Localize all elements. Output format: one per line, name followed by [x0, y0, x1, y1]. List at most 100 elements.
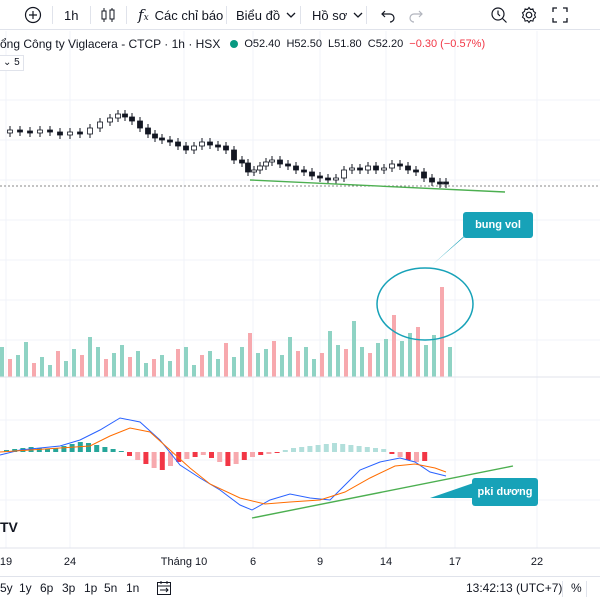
macd-bar	[332, 443, 337, 452]
candle-body	[349, 167, 355, 171]
volume-bar	[96, 347, 100, 377]
indicator-collapse-button[interactable]: ⌄ 5	[0, 55, 24, 71]
volume-bar	[224, 343, 228, 377]
profile-label: Hồ sơ	[312, 7, 348, 23]
range-button-1y[interactable]: 1y	[19, 581, 32, 595]
volume-bar	[432, 335, 436, 377]
volume-bar	[248, 333, 252, 377]
volume-bar	[0, 347, 4, 377]
alert-button[interactable]	[490, 0, 508, 30]
clock-timezone[interactable]: 13:42:13 (UTC+7)	[466, 581, 563, 595]
candle-body	[27, 130, 33, 134]
volume-bar	[8, 359, 12, 377]
macd-bar	[110, 449, 116, 452]
volume-bar	[320, 353, 324, 377]
percent-scale-toggle[interactable]: %	[571, 581, 582, 595]
macd-bar	[307, 446, 313, 452]
range-button-1p[interactable]: 1p	[84, 581, 98, 595]
macd-bar	[184, 452, 190, 459]
chevron-down-icon: ⌄	[3, 57, 12, 68]
volume-bar	[160, 355, 164, 377]
candle-body	[251, 169, 257, 173]
candle-body	[207, 141, 213, 146]
add-symbol-button[interactable]	[24, 0, 42, 30]
macd-bar	[36, 448, 42, 452]
volume-bar	[48, 365, 52, 377]
candle-body	[421, 171, 427, 179]
candle-body	[365, 165, 371, 171]
volume-callout[interactable]: bung vol	[463, 212, 533, 238]
volume-bar	[280, 355, 284, 377]
volume-highlight-circle	[376, 267, 474, 341]
macd-callout[interactable]: pki dương	[472, 478, 538, 506]
separator	[586, 581, 587, 597]
redo-button[interactable]	[408, 0, 424, 30]
fullscreen-button[interactable]	[552, 0, 568, 30]
symbol-title[interactable]: ổng Công ty Viglacera - CTCP · 1h · HSX	[0, 37, 221, 51]
separator	[366, 6, 367, 24]
candlestick-series	[7, 110, 449, 188]
candle-body	[7, 129, 13, 134]
volume-bar	[104, 359, 108, 377]
volume-bar	[176, 349, 180, 377]
volume-bar	[152, 359, 156, 377]
volume-bar	[144, 363, 148, 377]
candle-body	[145, 127, 151, 135]
macd-histogram	[4, 442, 428, 470]
volume-bar	[216, 359, 220, 377]
interval-button[interactable]: 1h	[64, 7, 79, 23]
candle-body	[159, 137, 165, 141]
candle-body	[277, 159, 283, 165]
candle-body	[437, 181, 443, 185]
candle-body	[309, 171, 315, 177]
macd-bar	[291, 448, 296, 452]
indicators-button[interactable]: fx Các chỉ báo	[138, 0, 223, 30]
macd-trendline	[251, 465, 514, 519]
settings-button[interactable]	[520, 0, 538, 30]
macd-bar	[151, 452, 157, 468]
macd-bar	[422, 452, 428, 461]
undo-button[interactable]	[380, 0, 396, 30]
candle-body	[107, 117, 113, 123]
volume-bar	[16, 355, 20, 377]
volume-bar	[192, 365, 196, 377]
profile-button[interactable]: Hồ sơ	[312, 0, 363, 30]
volume-bar	[232, 357, 236, 377]
range-button-6p[interactable]: 6p	[40, 581, 54, 595]
candle-body	[285, 163, 291, 167]
date-range-button[interactable]	[156, 580, 172, 599]
volume-bar	[416, 327, 420, 377]
time-axis-label: Tháng 10	[160, 556, 208, 568]
range-button-5n[interactable]: 5n	[104, 581, 118, 595]
tradingview-logo[interactable]: TV	[0, 519, 18, 535]
chevron-down-icon	[286, 12, 296, 18]
volume-bar	[240, 347, 244, 377]
macd-bar	[225, 452, 231, 466]
macd-bar	[209, 452, 214, 458]
macd-bar	[4, 450, 9, 452]
volume-bar	[200, 355, 204, 377]
volume-bar	[344, 349, 348, 377]
bar-style-button[interactable]	[100, 0, 116, 30]
candle-body	[239, 159, 245, 164]
volume-bar	[24, 342, 28, 377]
macd-bar	[94, 445, 100, 452]
volume-bar	[272, 341, 276, 377]
indicators-label: Các chỉ báo	[154, 7, 224, 23]
candle-body	[357, 167, 363, 171]
volume-bar	[256, 353, 260, 377]
macd-bar	[217, 452, 223, 462]
candle-body	[257, 165, 263, 171]
macd-bar	[168, 452, 173, 466]
range-button-1n[interactable]: 1n	[126, 581, 140, 595]
layout-button[interactable]: Biểu đồ	[236, 0, 296, 30]
range-button-3p[interactable]: 3p	[62, 581, 76, 595]
candle-body	[77, 131, 83, 135]
macd-bar	[266, 452, 272, 454]
top-toolbar: 1h fx Các chỉ báo Biểu đồ Hồ sơ	[0, 0, 600, 30]
candle-body	[115, 113, 121, 119]
volume-bar	[336, 345, 340, 377]
macd-bar	[135, 452, 141, 460]
range-button-5y[interactable]: 5y	[0, 581, 13, 595]
volume-bar	[288, 337, 292, 377]
